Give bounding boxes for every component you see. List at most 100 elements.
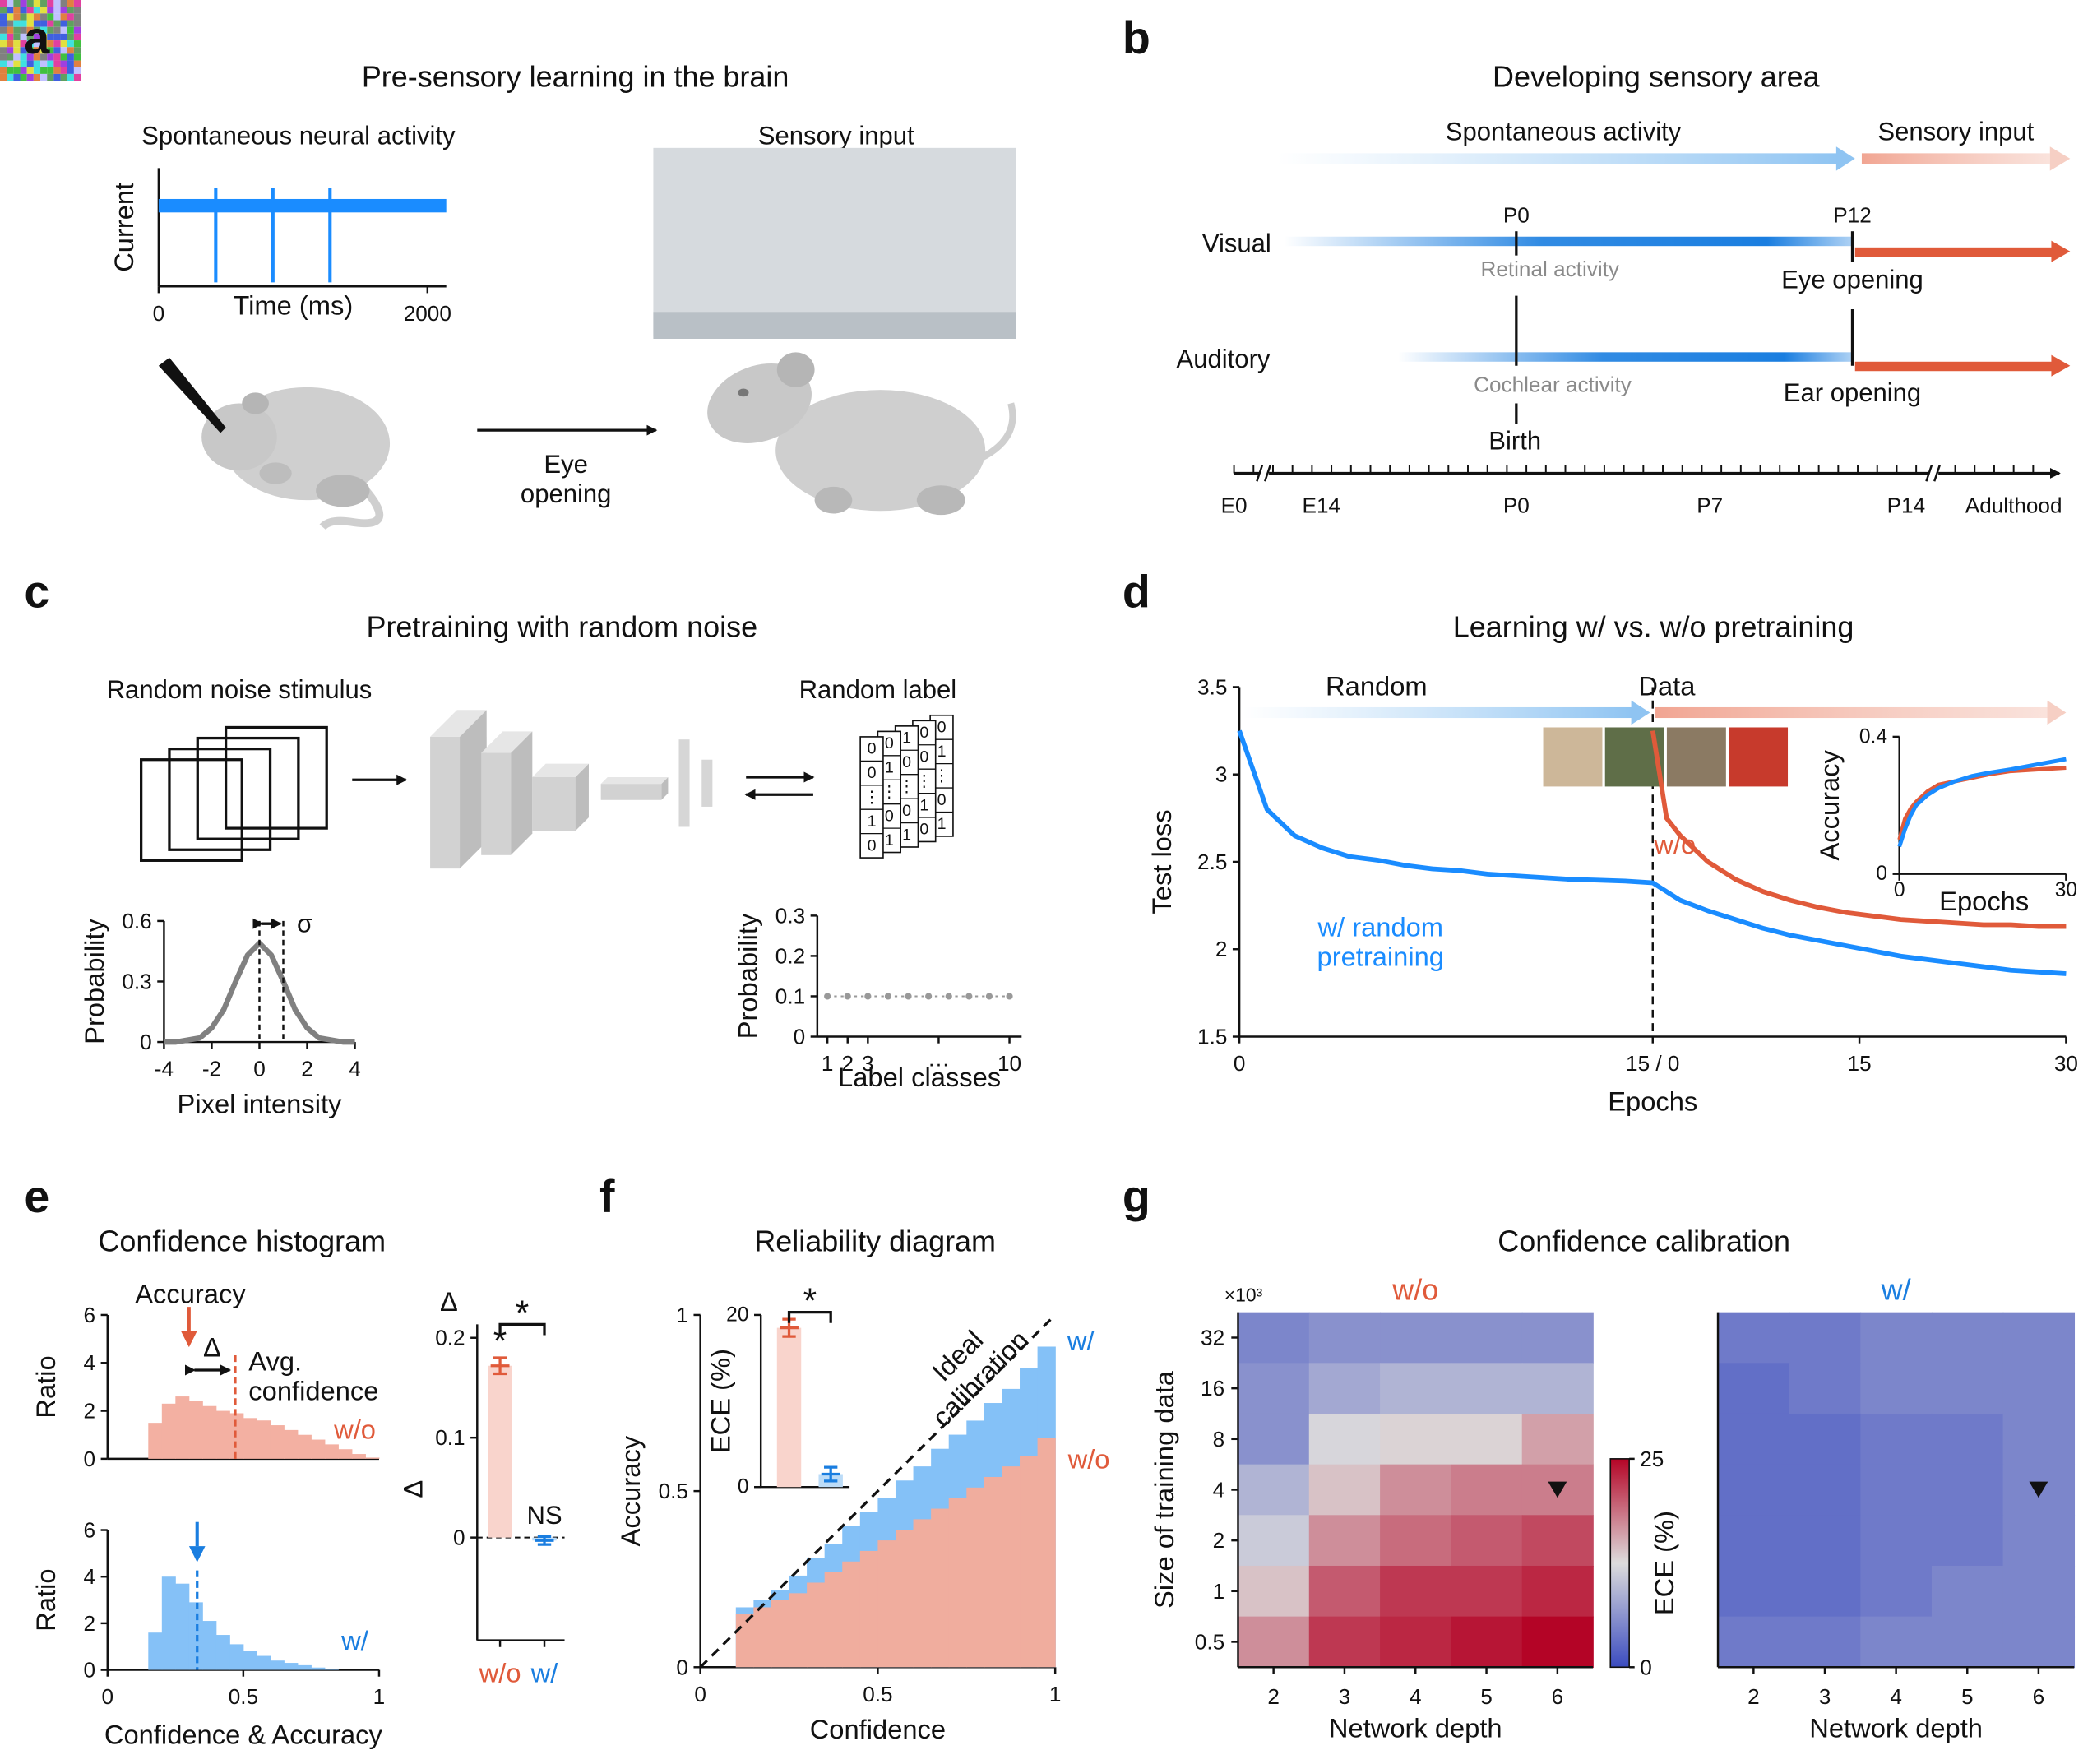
heatmap-cell — [1931, 1565, 2004, 1618]
heatmap-cell — [1718, 1515, 1790, 1567]
noise-cell — [20, 60, 27, 67]
noise-cell — [33, 0, 41, 7]
noise-thumbnail — [1379, 727, 1439, 787]
noise-cell — [33, 60, 41, 67]
phase-arrow — [1861, 153, 2050, 164]
x-tick-label: w/ — [530, 1657, 559, 1688]
noise-cell — [60, 0, 67, 7]
panel-letter: d — [1123, 566, 1150, 617]
x-tick-label: w/o — [479, 1657, 521, 1688]
y-tick-label: 1 — [676, 1303, 688, 1327]
noise-cell — [26, 7, 34, 14]
noise-cell — [7, 67, 14, 74]
water — [653, 312, 1016, 339]
heatmap-cell — [1380, 1312, 1452, 1364]
series-label: w/o — [1067, 1443, 1110, 1474]
noise-cell — [7, 73, 14, 81]
noise-cell — [26, 13, 34, 21]
noise-cell — [33, 67, 41, 74]
noise-cell — [13, 7, 21, 14]
noise-cell — [47, 47, 54, 54]
noise-cell — [73, 26, 81, 34]
onset-bar — [1854, 361, 2054, 372]
x-tick-label: 2000 — [404, 301, 451, 326]
noise-cell — [40, 26, 48, 34]
label: Adulthood — [1965, 493, 2062, 518]
noise-cell — [60, 40, 67, 48]
y-axis-label: Probability — [79, 919, 109, 1044]
noise-cell — [53, 0, 61, 7]
noise-cell — [20, 47, 27, 54]
calibration-bin — [859, 1550, 879, 1668]
histogram-bar — [270, 1660, 285, 1670]
arrow-head — [1631, 700, 1650, 725]
noise-cell — [26, 20, 34, 27]
heatmap-cell — [1521, 1312, 1594, 1364]
card-digit: 0 — [868, 740, 877, 758]
histogram-bar — [284, 1663, 299, 1670]
heatmap-cell — [1931, 1312, 2004, 1364]
noise-cell — [73, 73, 81, 81]
label: Birth — [1488, 427, 1541, 456]
x-tick-label: 3 — [1339, 1684, 1351, 1709]
break — [1264, 465, 1271, 482]
layer-side — [511, 731, 533, 855]
dot — [864, 993, 872, 1000]
noise-cell — [0, 13, 7, 21]
layer — [600, 784, 662, 800]
photo-thumbnail — [1666, 727, 1726, 787]
histogram-bar — [148, 1632, 163, 1670]
y-axis-label: Current — [109, 183, 139, 272]
y-tick-label: 4 — [84, 1564, 96, 1589]
layer-top — [532, 763, 589, 777]
noise-cell — [20, 67, 27, 74]
mouse-eye — [738, 388, 749, 397]
onset-bar — [1854, 247, 2054, 257]
card-digit: ⋮ — [863, 788, 880, 806]
noise-cell — [33, 33, 41, 41]
card-digit: ⋮ — [933, 766, 950, 785]
card-digit: 0 — [868, 764, 877, 782]
noise-cell — [40, 33, 48, 41]
x-tick-label: 4 — [1890, 1684, 1902, 1709]
noise-thumbnail — [1317, 727, 1377, 787]
panel-title: Reliability diagram — [754, 1225, 996, 1258]
y-tick-label: 0.5 — [1195, 1629, 1224, 1654]
noise-cell — [47, 13, 54, 21]
heatmap-cell — [1860, 1616, 1933, 1669]
card-digit: 1 — [885, 759, 894, 777]
card-digit: 0 — [919, 748, 928, 766]
heatmap-cell — [1238, 1363, 1310, 1414]
label: Ear opening — [1784, 378, 1921, 407]
calibration-bin — [895, 1530, 914, 1668]
x-tick-label: 0 — [153, 301, 165, 326]
label: Accuracy — [135, 1278, 246, 1308]
histogram-bar — [311, 1439, 326, 1459]
noise-cell — [60, 47, 67, 54]
significance: * — [803, 1282, 817, 1321]
y-tick-label: 0.6 — [122, 909, 151, 933]
noise-cell — [40, 7, 48, 14]
arrow-head — [2051, 240, 2071, 262]
series-label: w/o — [1653, 829, 1696, 859]
noise-cell — [53, 67, 61, 74]
y-axis-label: Accuracy — [615, 1435, 646, 1546]
noise-cell — [60, 73, 67, 81]
heatmap-cell — [1718, 1464, 1790, 1516]
activity-bar — [1284, 236, 1853, 247]
y-tick-label: 6 — [84, 1518, 96, 1543]
noise-cell — [53, 40, 61, 48]
error-bar — [490, 1356, 510, 1376]
heatmap-cell — [2002, 1565, 2076, 1618]
arrow-head — [2047, 700, 2067, 725]
noise-cell — [33, 20, 41, 27]
x-tick-label: 5 — [1961, 1684, 1974, 1709]
y-tick-label: 2.5 — [1197, 850, 1227, 874]
x-axis-label: Confidence & Accuracy — [104, 1720, 383, 1750]
noise-cell — [73, 40, 81, 48]
heatmap-cell — [1238, 1515, 1310, 1567]
panel-title: Pretraining with random noise — [366, 609, 757, 643]
bracket — [787, 1311, 832, 1323]
heatmap-cell — [1860, 1464, 1933, 1516]
